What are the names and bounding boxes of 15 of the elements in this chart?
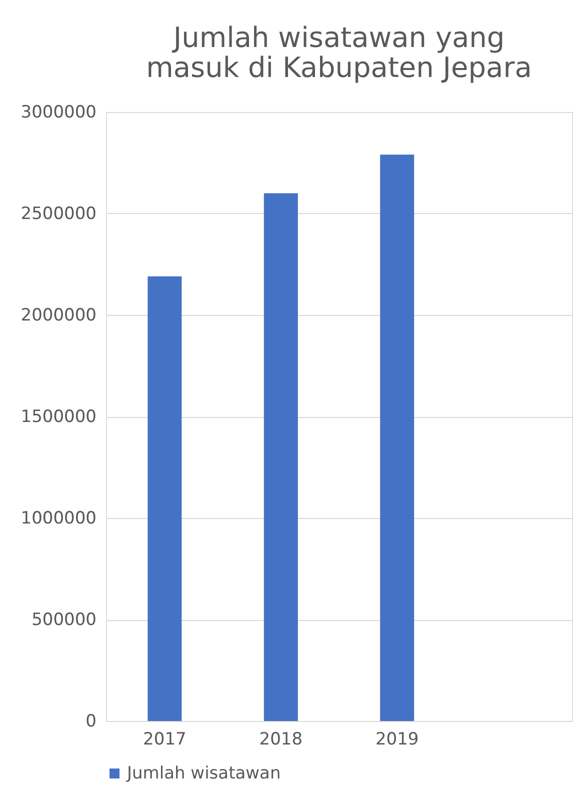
legend-label: Jumlah wisatawan	[126, 764, 281, 784]
x-tick-label: 2017	[143, 730, 186, 750]
y-tick-label: 2500000	[20, 204, 96, 224]
bar	[380, 154, 414, 721]
bar	[148, 276, 182, 721]
y-tick-label: 500000	[32, 610, 96, 630]
y-tick-label: 2000000	[20, 306, 96, 326]
bar	[264, 193, 298, 721]
y-tick-label: 1500000	[20, 407, 96, 427]
chart-title: Jumlah wisatawan yang masuk di Kabupaten Jepara	[146, 21, 532, 84]
x-tick-label: 2019	[375, 730, 419, 750]
y-tick-label: 1000000	[20, 508, 96, 528]
y-tick-label: 0	[86, 712, 96, 732]
y-tick-label: 3000000	[20, 102, 96, 122]
x-tick-label: 2018	[259, 730, 303, 750]
